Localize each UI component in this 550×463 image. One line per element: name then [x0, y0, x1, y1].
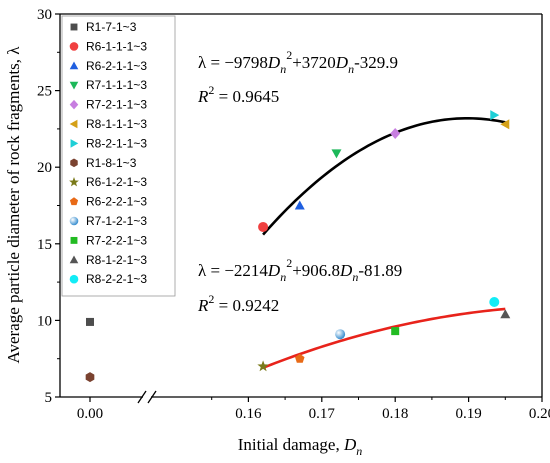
data-point	[294, 200, 305, 210]
data-point	[500, 119, 510, 130]
fit-curves	[262, 116, 506, 369]
legend-marker	[69, 274, 79, 284]
legend-marker	[70, 158, 78, 168]
legend-marker	[69, 119, 78, 129]
ticks: 5 10 15 20 25 30 0.00 0.16 0.17 0.18 0.19 0.20	[37, 7, 550, 422]
legend: R1-7-1~3 R6-1-1-1~3 R6-2-1-1~3 R7-1-1-1~3 R7…	[61, 15, 176, 297]
x-tick-label: 0.00	[77, 406, 103, 422]
legend-label: R8-2-1-1~3	[86, 136, 147, 150]
legend-label: R7-1-1-1~3	[86, 78, 147, 92]
data-point	[500, 309, 511, 319]
legend-marker	[69, 255, 79, 264]
y-tick-label: 5	[45, 390, 53, 406]
legend-label: R6-2-2-1~3	[86, 195, 147, 209]
data-point	[390, 127, 401, 139]
x-axis-title: Initial damage, Dn	[238, 435, 363, 458]
legend-label: R7-2-1-1~3	[86, 98, 147, 112]
data-point	[391, 327, 400, 336]
x-tick-label: 0.20	[529, 406, 550, 422]
x-tick-label: 0.18	[382, 406, 408, 422]
legend-marker	[69, 81, 79, 90]
legend-label: R8-1-1-1~3	[86, 117, 147, 131]
legend-label: R8-1-2-1~3	[86, 253, 147, 267]
legend-label: R6-2-1-1~3	[86, 59, 147, 73]
legend-label: R6-1-1-1~3	[86, 39, 147, 53]
legend-label: R7-2-2-1~3	[86, 233, 147, 247]
y-tick-label: 25	[37, 84, 52, 100]
y-tick-label: 30	[37, 7, 52, 23]
axis-break-mark	[137, 390, 147, 404]
data-points	[85, 110, 511, 383]
legend-marker	[69, 197, 79, 206]
legend-label: R8-2-2-1~3	[86, 272, 147, 286]
legend-label: R6-1-2-1~3	[86, 175, 147, 189]
data-point	[295, 353, 305, 363]
legend-marker	[69, 177, 79, 187]
legend-marker	[70, 23, 78, 31]
legend-label: R1-8-1~3	[86, 156, 137, 170]
fit-r2-2: R2 = 0.9242	[197, 292, 279, 315]
legend-marker	[69, 61, 79, 70]
data-point	[335, 329, 346, 340]
y-tick-label: 15	[37, 237, 52, 253]
fit-equation-2: λ = −2214Dn2+906.8Dn-81.89	[198, 256, 402, 284]
fit-equation-1: λ = −9798Dn2+3720Dn-329.9	[198, 48, 398, 76]
fit-curve-1	[262, 116, 506, 236]
y-axis-title: Average particle diameter of rock fragme…	[4, 46, 23, 364]
legend-label: R1-7-1~3	[86, 20, 137, 34]
legend-marker	[70, 139, 79, 148]
legend-box	[61, 15, 176, 297]
data-point	[257, 360, 269, 372]
legend-marker	[70, 236, 78, 244]
legend-label: R7-1-2-1~3	[86, 214, 147, 228]
data-point	[489, 297, 500, 308]
data-point	[258, 221, 269, 232]
y-tick-label: 10	[37, 313, 52, 329]
x-tick-label: 0.19	[455, 406, 481, 422]
y-tick-label: 20	[37, 160, 52, 176]
legend-marker	[69, 216, 79, 226]
data-point	[490, 110, 500, 121]
fit-r2-1: R2 = 0.9645	[197, 83, 279, 106]
fit-curve-2	[262, 307, 506, 369]
data-point	[331, 149, 342, 159]
x-tick-label: 0.17	[309, 406, 336, 422]
legend-marker	[69, 99, 79, 110]
data-point	[86, 317, 94, 326]
data-point	[85, 372, 95, 383]
x-tick-label: 0.16	[235, 406, 262, 422]
axis-break-mark	[147, 390, 157, 404]
fit-equations: λ = −9798Dn2+3720Dn-329.9 R2 = 0.9645 λ …	[197, 48, 402, 315]
legend-marker	[69, 42, 79, 51]
